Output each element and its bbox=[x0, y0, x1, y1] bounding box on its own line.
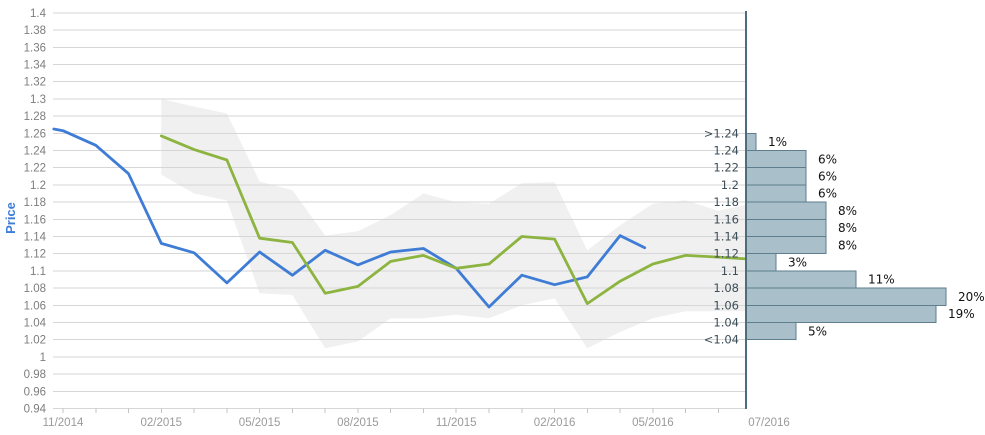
probability-bar bbox=[745, 322, 797, 341]
bucket-boundary-label: 1.08 bbox=[713, 281, 739, 295]
forecast-date-label: 07/2016 bbox=[748, 417, 790, 429]
bucket-boundary-label: 1.22 bbox=[713, 161, 739, 175]
x-axis-label: 11/2015 bbox=[436, 417, 477, 429]
probability-label: 11% bbox=[868, 273, 895, 287]
bucket-boundary-label: 1.04 bbox=[713, 316, 739, 330]
probability-label: 5% bbox=[808, 324, 827, 338]
y-axis-label: 1 bbox=[40, 352, 46, 364]
bucket-boundary-label: 1.06 bbox=[713, 298, 739, 312]
probability-label: 1% bbox=[768, 135, 787, 149]
y-axis-label: 1.1 bbox=[30, 266, 46, 278]
x-axis-label: 11/2014 bbox=[43, 417, 84, 429]
histogram-bars bbox=[745, 132, 947, 341]
y-axis-label: 1.06 bbox=[24, 300, 46, 312]
probability-label: 6% bbox=[818, 187, 837, 201]
y-axis-label: 1.34 bbox=[24, 60, 47, 72]
probability-label: 20% bbox=[958, 290, 985, 304]
x-tick-layer bbox=[62, 408, 719, 413]
y-axis-label: 0.94 bbox=[24, 404, 47, 416]
probability-bar bbox=[745, 167, 807, 186]
probability-bar bbox=[745, 270, 857, 289]
forecast-consensus-line bbox=[159, 134, 748, 306]
x-axis-label: 02/2015 bbox=[141, 417, 183, 429]
bucket-boundary-label: >1.24 bbox=[704, 126, 739, 140]
probability-label: 8% bbox=[838, 221, 857, 235]
probability-labels: 1%6%6%6%8%8%8%3%11%20%19%5% bbox=[768, 135, 985, 338]
probability-label: 19% bbox=[948, 307, 975, 321]
y-axis-label: 1.18 bbox=[24, 197, 46, 209]
probability-bar bbox=[745, 132, 757, 152]
probability-bar bbox=[745, 304, 937, 323]
x-axis-label: 05/2015 bbox=[239, 417, 281, 429]
y-axis-label: 1.3 bbox=[30, 94, 46, 106]
y-axis-label: 1.2 bbox=[30, 180, 46, 192]
bucket-boundary-label: 1.14 bbox=[713, 230, 739, 244]
probability-bar bbox=[745, 201, 827, 220]
probability-label: 6% bbox=[818, 152, 837, 166]
bucket-boundary-label: 1.24 bbox=[713, 144, 739, 158]
bucket-boundary-label: 1.18 bbox=[713, 195, 739, 209]
x-axis-label: 02/2016 bbox=[534, 417, 576, 429]
y-axis-label: 0.98 bbox=[24, 369, 46, 381]
y-axis-label: 1.24 bbox=[24, 146, 47, 158]
probability-bar bbox=[745, 184, 807, 203]
y-axis-label: 1.32 bbox=[24, 77, 46, 89]
forecast-range-band bbox=[161, 98, 746, 349]
y-axis-title: Price bbox=[3, 202, 18, 234]
bucket-boundary-label: 1.16 bbox=[713, 212, 739, 226]
y-axis-label: 1.22 bbox=[24, 163, 46, 175]
y-axis-labels: 1.4 1.38 1.36 1.34 1.32 1.3 1.28 1.26 1.24 1.22 1.… bbox=[24, 8, 47, 416]
y-axis-label: 1.02 bbox=[24, 335, 46, 347]
grid-layer bbox=[53, 12, 746, 409]
x-axis-label: 05/2016 bbox=[632, 417, 674, 429]
bucket-boundary-labels: >1.24 1.24 1.22 1.2 1.18 1.16 1.14 1.12 1.1 1.08 1… bbox=[704, 126, 739, 346]
x-axis-label: 08/2015 bbox=[337, 417, 379, 429]
y-axis-label: 1.4 bbox=[30, 8, 47, 20]
probability-bar bbox=[745, 150, 807, 169]
y-axis-label: 1.12 bbox=[24, 249, 46, 261]
probability-bar bbox=[745, 287, 947, 306]
probability-label: 6% bbox=[818, 170, 837, 184]
y-axis-label: 1.08 bbox=[24, 283, 46, 295]
y-axis-label: 0.96 bbox=[24, 386, 46, 398]
y-axis-label: 1.04 bbox=[24, 318, 47, 330]
bucket-boundary-label: <1.04 bbox=[704, 333, 739, 347]
y-axis-label: 1.26 bbox=[24, 128, 46, 140]
probability-label: 8% bbox=[838, 204, 857, 218]
y-axis-label: 1.28 bbox=[24, 111, 46, 123]
bucket-boundary-label: 1.12 bbox=[713, 247, 739, 261]
probability-bar bbox=[745, 253, 777, 272]
probability-bar bbox=[745, 218, 827, 238]
y-axis-label: 1.16 bbox=[24, 214, 46, 226]
probability-label: 8% bbox=[838, 238, 857, 252]
y-axis-label: 1.38 bbox=[24, 25, 46, 37]
x-axis-labels: 11/2014 02/2015 05/2015 08/2015 11/2015 02/20… bbox=[43, 417, 790, 429]
bucket-boundary-label: 1.1 bbox=[721, 264, 739, 278]
bucket-boundary-label: 1.2 bbox=[721, 178, 739, 192]
probability-bar bbox=[745, 236, 827, 255]
probability-label: 3% bbox=[788, 256, 807, 270]
y-axis-label: 1.36 bbox=[24, 42, 46, 54]
actual-price-line bbox=[52, 127, 647, 309]
y-axis-label: 1.14 bbox=[24, 232, 47, 244]
